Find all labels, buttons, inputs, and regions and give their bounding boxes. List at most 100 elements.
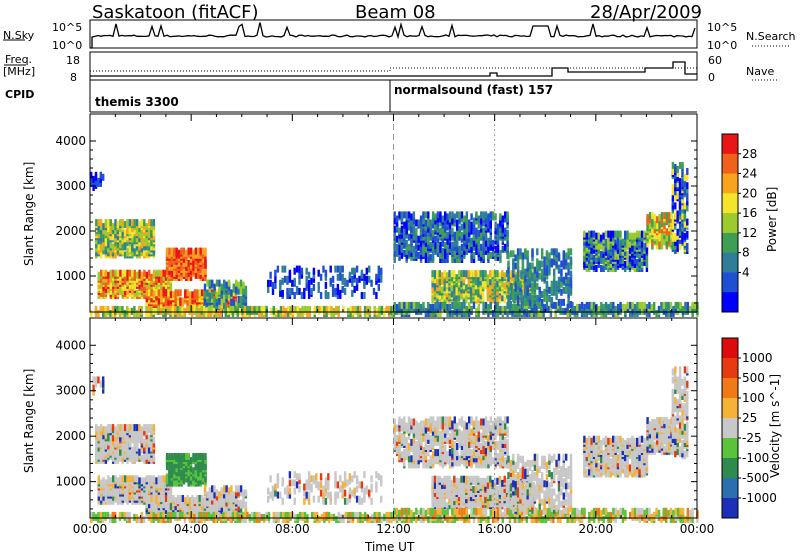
heatmap-cell xyxy=(686,186,689,194)
heatmap-cell xyxy=(206,289,209,297)
heatmap-cell xyxy=(133,450,136,458)
heatmap-cell xyxy=(448,303,452,311)
colorbar-swatch xyxy=(722,153,738,175)
heatmap-cell xyxy=(521,264,525,272)
heatmap-cell xyxy=(177,249,181,257)
heatmap-cell xyxy=(368,305,372,313)
heatmap-cell xyxy=(107,497,110,505)
heatmap-cell xyxy=(126,424,129,432)
heatmap-cell xyxy=(334,287,337,295)
heatmap-cell xyxy=(281,277,284,285)
heatmap-cell xyxy=(479,278,482,286)
heatmap-cell xyxy=(353,285,356,293)
heatmap-cell xyxy=(557,264,561,272)
heatmap-cell xyxy=(486,278,490,286)
heatmap-cell xyxy=(458,225,461,233)
heatmap-cell xyxy=(334,265,337,273)
heatmap-cell xyxy=(152,279,156,287)
heatmap-cell xyxy=(536,262,539,270)
heatmap-cell xyxy=(592,246,596,254)
heatmap-cell xyxy=(469,294,473,302)
heatmap-cell xyxy=(160,495,163,502)
heatmap-cell xyxy=(119,446,122,454)
heatmap-cell xyxy=(429,229,432,237)
heatmap-cell xyxy=(114,481,117,489)
heatmap-cell xyxy=(555,260,558,268)
heatmap-cell xyxy=(597,246,600,254)
heatmap-cell xyxy=(484,247,488,255)
heatmap-cell xyxy=(295,265,299,273)
heatmap-cell xyxy=(472,243,476,251)
heatmap-cell xyxy=(329,277,332,285)
heatmap-cell xyxy=(160,293,163,301)
heatmap-cell xyxy=(668,212,671,220)
heatmap-cell xyxy=(557,252,561,260)
heatmap-cell xyxy=(553,280,556,288)
heatmap-cell xyxy=(306,310,309,317)
heatmap-cell xyxy=(332,307,336,315)
colorbar-tick-label: 28 xyxy=(742,147,757,161)
heatmap-cell xyxy=(567,296,570,304)
heatmap-cell xyxy=(417,243,420,251)
heatmap-cell xyxy=(181,297,185,305)
freq-strip-frame xyxy=(89,51,698,81)
heatmap-cell xyxy=(114,475,117,483)
heatmap-cell xyxy=(427,301,430,309)
heatmap-cell xyxy=(308,305,311,313)
heatmap-cell xyxy=(669,310,673,317)
heatmap-cell xyxy=(436,219,440,227)
heatmap-cell xyxy=(119,225,122,233)
heatmap-cell xyxy=(147,434,151,442)
heatmap-cell xyxy=(274,275,277,283)
heatmap-cell xyxy=(468,235,471,243)
heatmap-cell xyxy=(465,215,468,223)
heatmap-cell xyxy=(516,286,520,294)
nsearch-label: N.Search xyxy=(746,30,796,43)
heatmap-cell xyxy=(188,305,191,313)
heatmap-cell xyxy=(200,495,204,502)
heatmap-cell xyxy=(565,262,568,270)
heatmap-cell xyxy=(509,250,513,258)
heatmap-cell xyxy=(470,251,473,259)
heatmap-cell xyxy=(375,307,379,315)
heatmap-cell xyxy=(484,217,488,225)
heatmap-cell xyxy=(415,301,418,309)
heatmap-cell xyxy=(155,503,158,511)
heatmap-cell xyxy=(147,310,151,317)
heatmap-cell xyxy=(477,286,480,294)
heatmap-cell xyxy=(445,290,449,298)
heatmap-cell xyxy=(271,281,275,289)
heatmap-cell xyxy=(453,231,456,239)
heatmap-cell xyxy=(571,305,574,313)
heatmap-cell xyxy=(681,161,684,169)
heatmap-cell xyxy=(487,310,490,317)
freq-unit: [MHz] xyxy=(3,65,36,78)
heatmap-cell xyxy=(604,230,608,238)
heatmap-cell xyxy=(192,267,195,275)
heatmap-cell xyxy=(446,213,449,221)
heatmap-cell xyxy=(614,230,617,238)
heatmap-cell xyxy=(121,243,124,251)
heatmap-cell xyxy=(548,256,551,264)
heatmap-cell xyxy=(112,481,115,489)
heatmap-cell xyxy=(545,250,549,258)
heatmap-cell xyxy=(628,232,632,240)
heatmap-cell xyxy=(496,245,500,253)
heatmap-cell xyxy=(678,200,682,208)
heatmap-cell xyxy=(170,469,174,477)
heatmap-cell xyxy=(133,424,136,432)
heatmap-cell xyxy=(341,285,344,293)
heatmap-cell xyxy=(162,475,165,483)
heatmap-cell xyxy=(602,250,605,258)
heatmap-cell xyxy=(489,278,492,286)
y-tick-label: 1000 xyxy=(55,269,86,283)
heatmap-cell xyxy=(663,238,666,246)
heatmap-cell xyxy=(317,285,320,293)
heatmap-cell xyxy=(123,450,127,458)
heatmap-cell xyxy=(595,236,598,244)
colorbar-tick-label: 4 xyxy=(742,265,750,279)
heatmap-cell xyxy=(564,307,567,315)
heatmap-cell xyxy=(235,285,238,293)
heatmap-cell xyxy=(624,260,627,268)
heatmap-cell xyxy=(669,301,673,309)
